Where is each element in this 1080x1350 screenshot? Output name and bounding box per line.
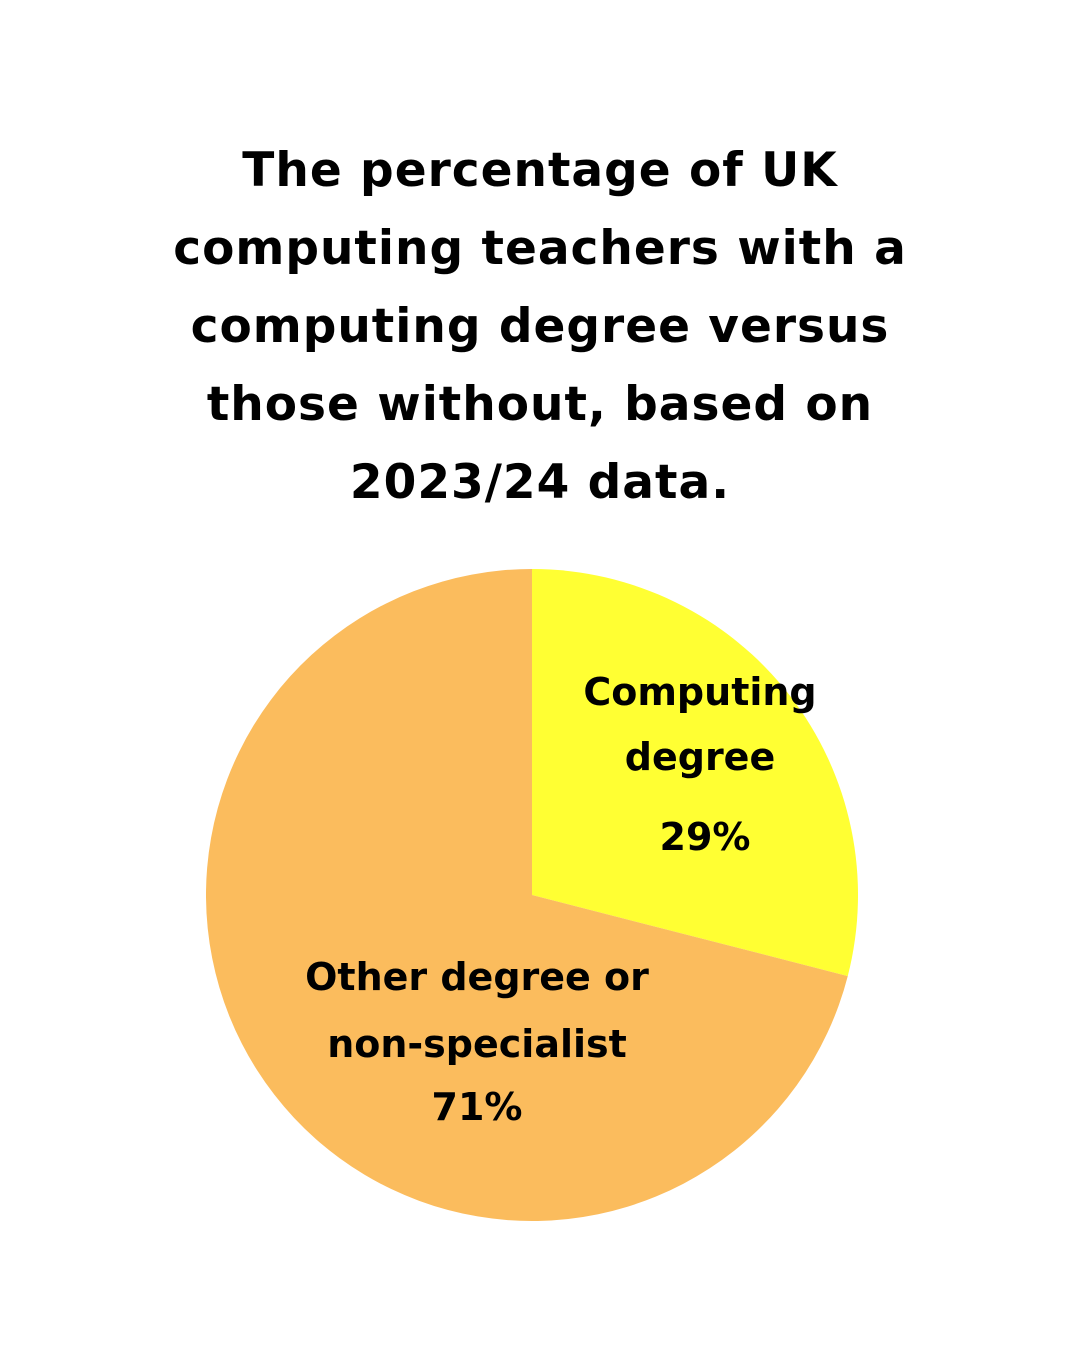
slice-value-other: 71%	[432, 1085, 523, 1129]
pie-slice-0	[532, 569, 858, 977]
slice-value-computing: 29%	[660, 815, 751, 859]
pie-slice-1	[205, 569, 848, 1221]
slice-label-other-line2: non-specialist	[327, 1022, 627, 1066]
chart-title: The percentage of UK computing teachers …	[173, 143, 907, 510]
slice-label-computing-line2: degree	[625, 735, 775, 779]
slice-label-other-line1: Other degree or	[305, 955, 649, 999]
slice-label-computing-line1: Computing	[583, 670, 816, 714]
